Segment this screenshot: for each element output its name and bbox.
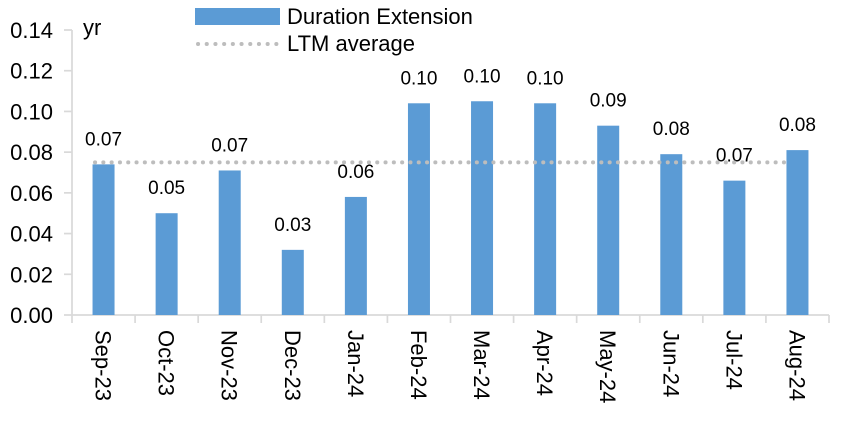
- bar-may-24: [597, 125, 620, 315]
- legend-label-duration-extension: Duration Extension: [287, 4, 473, 29]
- y-tick-label: 0.04: [10, 222, 53, 247]
- x-tick-label-jul-24: Jul-24: [721, 330, 746, 390]
- data-label-oct-23: 0.05: [148, 178, 185, 199]
- y-axis-unit-label: yr: [83, 15, 102, 40]
- bar-jul-24: [723, 180, 746, 315]
- legend-dotted-line-swatch: [196, 41, 279, 46]
- legend-label-ltm-average: LTM average: [287, 31, 415, 56]
- bar-apr-24: [534, 103, 557, 316]
- legend-bar-swatch: [195, 8, 280, 25]
- legend-item-duration-extension: Duration Extension: [195, 3, 473, 30]
- data-label-mar-24: 0.10: [464, 66, 501, 87]
- y-tick-label: 0.06: [10, 181, 53, 206]
- bar-jun-24: [660, 154, 683, 315]
- y-tick-label: 0.00: [10, 303, 53, 328]
- x-tick-label-dec-23: Dec-23: [280, 330, 305, 401]
- y-tick-label: 0.14: [10, 18, 53, 43]
- bar-aug-24: [786, 150, 809, 315]
- data-label-dec-23: 0.03: [274, 215, 311, 236]
- x-tick-label-may-24: May-24: [595, 330, 620, 403]
- legend-item-ltm-average: LTM average: [195, 30, 473, 57]
- x-tick-label-apr-24: Apr-24: [532, 330, 557, 396]
- data-label-may-24: 0.09: [590, 91, 627, 112]
- x-tick-label-aug-24: Aug-24: [784, 330, 809, 401]
- bar-dec-23: [281, 249, 304, 315]
- y-tick-label: 0.10: [10, 99, 53, 124]
- data-label-aug-24: 0.08: [779, 115, 816, 136]
- data-label-sep-23: 0.07: [85, 129, 122, 150]
- bar-oct-23: [155, 213, 178, 315]
- x-tick-label-nov-23: Nov-23: [217, 330, 242, 401]
- data-label-jan-24: 0.06: [337, 162, 374, 183]
- bar-jan-24: [344, 196, 367, 315]
- x-tick-label-feb-24: Feb-24: [406, 330, 431, 400]
- x-tick-label-mar-24: Mar-24: [469, 330, 494, 400]
- x-tick-label-sep-23: Sep-23: [91, 330, 116, 401]
- x-tick-label-oct-23: Oct-23: [154, 330, 179, 396]
- data-label-feb-24: 0.10: [400, 68, 437, 89]
- x-tick-label-jan-24: Jan-24: [343, 330, 368, 397]
- y-tick-label: 0.02: [10, 262, 53, 287]
- data-label-apr-24: 0.10: [527, 68, 564, 89]
- bar-sep-23: [92, 164, 115, 315]
- y-tick-label: 0.08: [10, 140, 53, 165]
- bar-feb-24: [407, 103, 430, 316]
- y-tick-label: 0.12: [10, 59, 53, 84]
- bar-mar-24: [471, 101, 494, 315]
- data-label-nov-23: 0.07: [211, 135, 248, 156]
- bar-nov-23: [218, 170, 241, 315]
- data-label-jun-24: 0.08: [653, 119, 690, 140]
- x-tick-label-jun-24: Jun-24: [658, 330, 683, 397]
- legend: Duration Extension LTM average: [195, 3, 473, 57]
